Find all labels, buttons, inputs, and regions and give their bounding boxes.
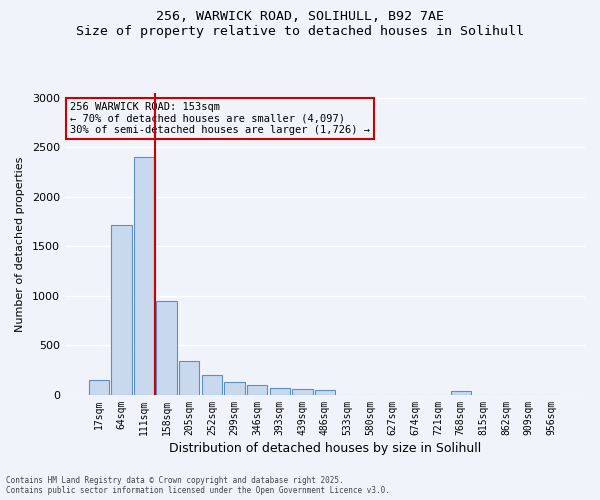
Bar (269, 388, 290, 395)
Text: Contains HM Land Registry data © Crown copyright and database right 2025.
Contai: Contains HM Land Registry data © Crown c… (6, 476, 390, 495)
Bar (157, 301, 177, 395)
Bar (179, 362, 199, 395)
Bar (134, 158, 154, 395)
Text: 256, WARWICK ROAD, SOLIHULL, B92 7AE
Size of property relative to detached house: 256, WARWICK ROAD, SOLIHULL, B92 7AE Siz… (76, 10, 524, 38)
Bar (292, 388, 313, 395)
Bar (224, 382, 245, 395)
Bar (111, 224, 131, 395)
Y-axis label: Number of detached properties: Number of detached properties (15, 156, 25, 332)
X-axis label: Distribution of detached houses by size in Solihull: Distribution of detached houses by size … (169, 442, 481, 455)
Bar (202, 375, 222, 395)
Bar (451, 392, 471, 395)
Bar (89, 380, 109, 395)
Bar (315, 390, 335, 395)
Text: 256 WARWICK ROAD: 153sqm
← 70% of detached houses are smaller (4,097)
30% of sem: 256 WARWICK ROAD: 153sqm ← 70% of detach… (70, 102, 370, 136)
Bar (247, 385, 267, 395)
